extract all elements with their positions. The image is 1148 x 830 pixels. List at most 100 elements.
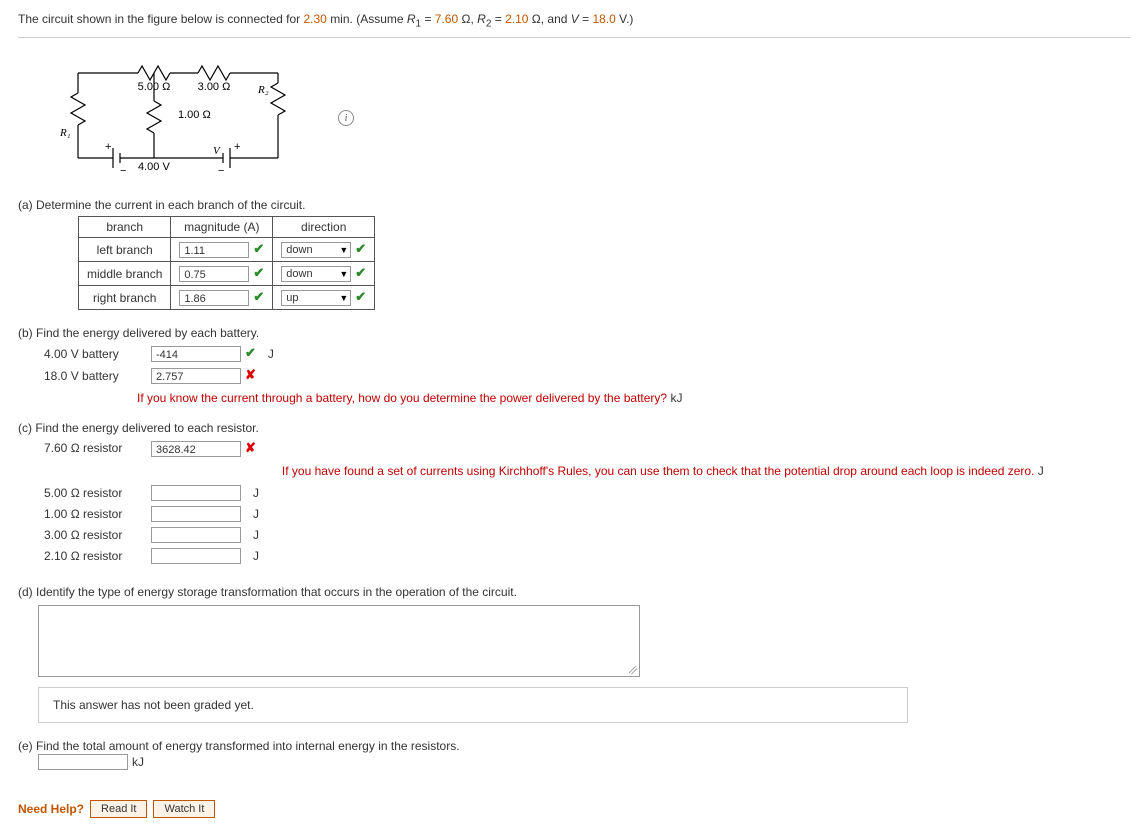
battery-row: 18.0 V battery 2.757✘: [40, 365, 278, 386]
energy-input[interactable]: 2.757: [151, 368, 241, 384]
need-help-label: Need Help?: [18, 802, 84, 816]
col-branch: branch: [79, 217, 171, 238]
unit: J: [249, 547, 263, 565]
cell-branch: middle branch: [79, 262, 171, 286]
energy-input[interactable]: [151, 548, 241, 564]
cross-icon: ✘: [245, 440, 256, 455]
info-icon[interactable]: i: [338, 110, 354, 126]
part-e: (e) Find the total amount of energy tran…: [18, 739, 1130, 770]
energy-input[interactable]: -414: [151, 346, 241, 362]
part-a-title: (a) Determine the current in each branch…: [18, 198, 1130, 212]
watch-it-button[interactable]: Watch It: [153, 800, 215, 818]
read-it-button[interactable]: Read It: [90, 800, 147, 818]
problem-statement: The circuit shown in the figure below is…: [18, 12, 1130, 38]
text: =: [495, 12, 505, 26]
direction-select[interactable]: down▼: [281, 266, 351, 282]
circuit-svg: .wire{stroke:#000;stroke-width:1.2;fill:…: [58, 58, 298, 178]
resistor-row: 3.00 Ω resistor J: [40, 525, 272, 545]
resistor-label: 5.00 Ω resistor: [40, 484, 143, 502]
cell-branch: left branch: [79, 238, 171, 262]
energy-input[interactable]: 3628.42: [151, 441, 241, 457]
sub: 2: [486, 18, 492, 29]
svg-text:5.00 Ω: 5.00 Ω: [138, 81, 171, 93]
var-v: V: [571, 12, 579, 26]
resistor-label: 3.00 Ω resistor: [40, 526, 143, 544]
resistor-row: 1.00 Ω resistor J: [40, 504, 272, 524]
energy-input[interactable]: [151, 527, 241, 543]
svg-text:R₁: R₁: [59, 127, 71, 139]
resistor-row: 7.60 Ω resistor 3628.42 ✘: [40, 438, 272, 459]
resistor-row: 2.10 Ω resistor J: [40, 546, 272, 566]
circuit-figure: .wire{stroke:#000;stroke-width:1.2;fill:…: [58, 58, 1130, 178]
text: =: [424, 12, 434, 26]
check-icon: ✔: [253, 241, 264, 256]
resistor-row: 5.00 Ω resistor J: [40, 483, 272, 503]
col-mag: magnitude (A): [171, 217, 273, 238]
resistor-label: 2.10 Ω resistor: [40, 547, 143, 565]
unit: J: [1038, 464, 1044, 478]
energy-input[interactable]: [151, 506, 241, 522]
value-time: 2.30: [303, 12, 326, 26]
feedback-text: If you have found a set of currents usin…: [282, 464, 1035, 478]
text: Ω, and: [532, 12, 571, 26]
svg-text:+: +: [234, 141, 240, 153]
col-dir: direction: [273, 217, 375, 238]
value-v: 18.0: [592, 12, 615, 26]
table-row: right branch 1.86 ✔ up▼ ✔: [79, 286, 375, 310]
unit: J: [264, 345, 278, 363]
battery-label: 4.00 V battery: [40, 345, 143, 363]
text: Ω,: [462, 12, 478, 26]
part-b: (b) Find the energy delivered by each ba…: [18, 326, 1130, 405]
var-r1: R: [407, 12, 416, 26]
check-icon: ✔: [253, 265, 264, 280]
battery-row: 4.00 V battery -414 ✔ J: [40, 343, 278, 364]
svg-text:−: −: [218, 165, 224, 177]
resistor-label: 1.00 Ω resistor: [40, 505, 143, 523]
text: V.): [619, 12, 633, 26]
resistor-label: 7.60 Ω resistor: [40, 439, 143, 457]
check-icon: ✔: [355, 241, 366, 256]
svg-text:1.00 Ω: 1.00 Ω: [178, 109, 211, 121]
text: The circuit shown in the figure below is…: [18, 12, 303, 26]
value-r2: 2.10: [505, 12, 528, 26]
unit: J: [249, 505, 263, 523]
direction-select[interactable]: up▼: [281, 290, 351, 306]
unit: J: [249, 526, 263, 544]
svg-text:3.00 Ω: 3.00 Ω: [198, 81, 231, 93]
svg-text:4.00 V: 4.00 V: [138, 161, 170, 173]
cross-icon: ✘: [245, 367, 256, 382]
part-c-title: (c) Find the energy delivered to each re…: [18, 421, 1130, 435]
check-icon: ✔: [253, 289, 264, 304]
not-graded-notice: This answer has not been graded yet.: [38, 687, 908, 723]
magnitude-input[interactable]: 1.11: [179, 242, 249, 258]
check-icon: ✔: [355, 289, 366, 304]
need-help: Need Help? Read It Watch It: [18, 800, 1130, 818]
svg-text:−: −: [120, 165, 126, 177]
unit: kJ: [132, 755, 144, 769]
part-a-table: branch magnitude (A) direction left bran…: [78, 216, 375, 310]
part-c: (c) Find the energy delivered to each re…: [18, 421, 1130, 569]
part-d-title: (d) Identify the type of energy storage …: [18, 585, 1130, 599]
essay-input[interactable]: [38, 605, 640, 677]
text: =: [582, 12, 592, 26]
value-r1: 7.60: [435, 12, 458, 26]
part-d: (d) Identify the type of energy storage …: [18, 585, 1130, 723]
text: min. (Assume: [330, 12, 407, 26]
part-b-title: (b) Find the energy delivered by each ba…: [18, 326, 1130, 340]
table-row: left branch 1.11 ✔ down▼ ✔: [79, 238, 375, 262]
total-energy-input[interactable]: [38, 754, 128, 770]
unit: kJ: [670, 391, 682, 405]
direction-select[interactable]: down▼: [281, 242, 351, 258]
magnitude-input[interactable]: 1.86: [179, 290, 249, 306]
check-icon: ✔: [355, 265, 366, 280]
svg-text:+: +: [105, 141, 111, 153]
check-icon: ✔: [245, 345, 256, 360]
svg-text:R₂: R₂: [257, 84, 269, 96]
feedback-text: If you know the current through a batter…: [137, 391, 667, 405]
var-r2: R: [477, 12, 486, 26]
magnitude-input[interactable]: 0.75: [179, 266, 249, 282]
svg-text:V: V: [213, 145, 221, 157]
cell-branch: right branch: [79, 286, 171, 310]
energy-input[interactable]: [151, 485, 241, 501]
unit: J: [249, 484, 263, 502]
